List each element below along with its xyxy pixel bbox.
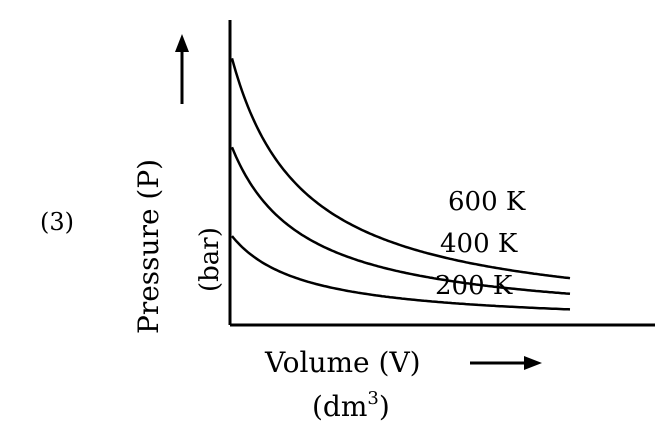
- y-axis-unit-text: (bar): [195, 227, 225, 292]
- y-axis-unit: (bar): [195, 227, 225, 292]
- y-axis-title: Pressure (P): [132, 159, 165, 334]
- x-axis-title: Volume (V): [264, 346, 421, 379]
- series-label-600k: 600 K: [448, 187, 526, 217]
- isotherm-curve-400k: [230, 146, 571, 296]
- series-label-200k: 200 K: [435, 271, 513, 301]
- x-axis-unit-exponent: 3: [367, 388, 378, 409]
- isotherm-curve-600k: [230, 57, 571, 280]
- series-label-400k: 400 K: [440, 229, 518, 259]
- series-curves: [230, 57, 571, 311]
- y-axis-arrow-icon: [175, 34, 189, 104]
- x-axis-unit-close: ): [379, 390, 390, 423]
- isotherm-curve-200k: [231, 235, 571, 311]
- y-axis-label: Pressure (P): [132, 159, 165, 334]
- x-axis-unit: (dm3): [312, 388, 390, 423]
- figure-label: (3): [40, 208, 74, 236]
- x-axis-unit-base: (dm: [312, 390, 367, 423]
- x-axis-arrow-icon: [470, 356, 542, 370]
